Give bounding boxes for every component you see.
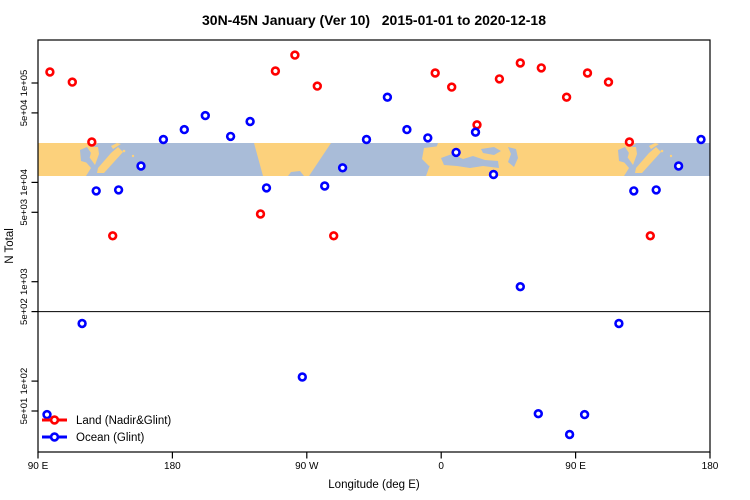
ocean-data-point xyxy=(579,409,590,420)
ocean-data-point xyxy=(651,185,661,195)
chart-title: 30N-45N January (Ver 10) 2015-01-01 to 2… xyxy=(202,12,546,28)
data-points xyxy=(42,50,706,440)
ocean-data-point xyxy=(225,131,236,142)
map-land-hokkaido-2 xyxy=(649,143,659,149)
land-data-point xyxy=(87,137,97,147)
ocean-data-point xyxy=(77,318,87,329)
map-land-japan-2 xyxy=(635,147,661,173)
map-land-hokkaido-1 xyxy=(111,143,121,149)
map-land-iberia xyxy=(422,146,440,166)
ocean-data-point xyxy=(136,161,146,171)
ocean-data-point xyxy=(297,372,307,382)
y-tick-label: 1e+02 xyxy=(19,368,30,395)
plot-border xyxy=(37,39,711,453)
ocean-data-point xyxy=(158,134,169,145)
land-data-point xyxy=(329,231,339,241)
ocean-data-point xyxy=(91,186,101,196)
x-axis-title: Longitude (deg E) xyxy=(328,479,420,491)
ocean-data-point xyxy=(564,429,575,440)
land-data-point xyxy=(645,231,655,241)
land-data-point xyxy=(67,77,78,87)
land-data-point xyxy=(270,66,281,76)
land-data-point xyxy=(494,74,505,84)
ocean-data-point xyxy=(533,409,543,419)
y-axis-title: N Total xyxy=(4,228,16,264)
y-tick-label: 1e+04 xyxy=(19,169,30,196)
map-ocean-black-sea xyxy=(481,147,501,155)
legend-marker-icon xyxy=(49,415,60,425)
map-land-japan-1 xyxy=(97,147,123,173)
ocean-data-point xyxy=(488,169,499,180)
ocean-data-point xyxy=(261,183,272,193)
y-axis-ticks: 5e+01 1e+02 5e+02 1e+03 5e+03 1e+04 5e+04 1e+05 xyxy=(19,70,38,425)
ocean-data-point xyxy=(382,92,393,102)
ocean-data-point xyxy=(42,409,52,420)
land-data-point xyxy=(582,68,593,78)
map-land-korea-1 xyxy=(90,147,99,165)
ocean-data-point xyxy=(113,185,124,195)
x-axis-ticks: 90 E 180 90 W 0 90 E 180 xyxy=(28,452,719,472)
ocean-data-point xyxy=(423,133,433,143)
map-land-island xyxy=(660,149,664,153)
ocean-data-point xyxy=(515,282,525,292)
land-data-point xyxy=(290,50,300,60)
land-data-point xyxy=(624,137,635,147)
land-data-point xyxy=(536,63,546,73)
map-ocean-atlantic xyxy=(309,143,438,176)
ocean-data-point xyxy=(451,147,461,158)
world-map-band xyxy=(38,143,710,176)
ocean-data-point xyxy=(179,124,190,135)
ocean-data-point xyxy=(320,181,330,191)
ocean-data-point xyxy=(614,318,624,329)
ocean-data-point xyxy=(337,163,348,173)
land-data-point xyxy=(561,92,572,102)
x-tick-label: 180 xyxy=(164,461,181,472)
map-ocean-mediterranean xyxy=(441,154,499,168)
legend-label: Ocean (Glint) xyxy=(76,432,145,444)
legend-marker-icon xyxy=(49,432,60,442)
land-data-point xyxy=(472,120,482,130)
legend: Land (Nadir&Glint) Ocean (Glint) xyxy=(42,415,171,444)
x-tick-label: 90 E xyxy=(28,461,49,472)
y-tick-label: 5e+01 xyxy=(19,398,30,425)
ocean-data-point xyxy=(673,161,684,171)
y-tick-label: 5e+02 xyxy=(19,298,30,325)
map-land-korea-2 xyxy=(628,147,637,165)
land-data-point xyxy=(515,58,525,68)
y-tick-label: 5e+03 xyxy=(19,199,30,226)
y-tick-label: 1e+05 xyxy=(19,70,30,97)
map-land-island xyxy=(122,149,126,153)
land-data-point xyxy=(447,82,457,92)
ocean-data-point xyxy=(361,134,372,145)
map-land-island xyxy=(669,154,673,158)
y-tick-label: 5e+04 xyxy=(19,100,30,127)
ocean-data-point xyxy=(696,134,706,145)
ocean-data-point xyxy=(629,186,639,196)
x-tick-label: 90 W xyxy=(295,461,319,472)
ocean-data-point xyxy=(402,124,412,135)
land-data-point xyxy=(255,209,266,219)
legend-label: Land (Nadir&Glint) xyxy=(76,415,171,427)
land-data-point xyxy=(603,77,614,87)
x-tick-label: 180 xyxy=(702,461,719,472)
land-data-point xyxy=(430,68,440,78)
map-land-island xyxy=(131,154,135,158)
ocean-data-point xyxy=(245,116,255,127)
map-ocean-caspian xyxy=(508,147,518,167)
map-ocean-gulf-mexico xyxy=(288,171,304,176)
ocean-data-point xyxy=(470,127,481,137)
land-data-point xyxy=(312,81,322,91)
x-tick-label: 0 xyxy=(438,461,444,472)
map-ocean-pacific-1 xyxy=(85,143,263,176)
x-tick-label: 90 E xyxy=(565,461,586,472)
land-data-point xyxy=(107,231,118,241)
land-data-point xyxy=(45,67,55,77)
y-tick-label: 1e+03 xyxy=(19,268,30,295)
ocean-data-point xyxy=(200,110,211,121)
